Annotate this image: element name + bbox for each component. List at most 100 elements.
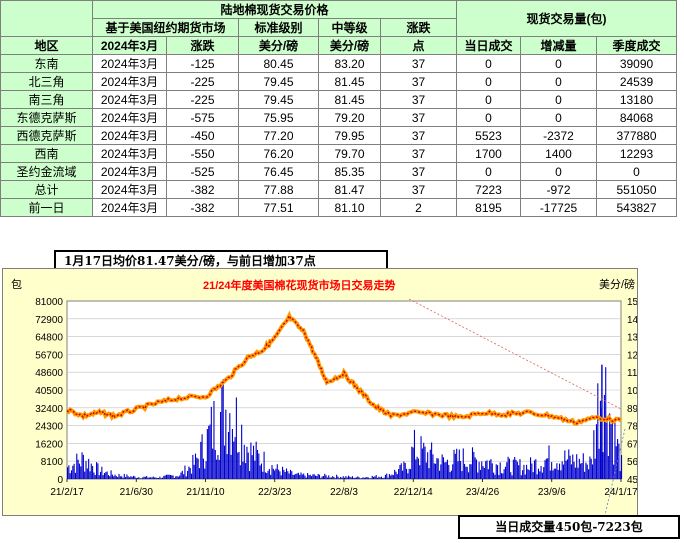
- volume-bar: [131, 476, 133, 479]
- volume-bar: [543, 467, 545, 479]
- volume-bar: [218, 459, 220, 479]
- volume-bar: [441, 454, 443, 479]
- cell-region: 西德克萨斯: [0, 126, 93, 145]
- volume-bar: [532, 472, 534, 479]
- volume-bar: [551, 462, 553, 479]
- volume-bar: [68, 465, 70, 479]
- volume-bar: [235, 397, 237, 479]
- cell-today: 1700: [456, 144, 521, 163]
- volume-bar: [506, 462, 508, 479]
- volume-bar: [161, 477, 164, 479]
- volume-bar: [354, 477, 356, 479]
- volume-bar: [146, 476, 148, 479]
- volume-bar: [76, 453, 78, 479]
- volume-bar: [313, 474, 315, 479]
- volume-bar: [223, 445, 226, 479]
- volume-bar: [584, 471, 586, 479]
- header-region: 地区: [0, 36, 93, 55]
- volume-bar: [346, 477, 348, 479]
- volume-bar: [332, 476, 334, 479]
- volume-bar: [429, 449, 431, 479]
- right-tick-label: 56: [627, 457, 637, 468]
- volume-bar: [196, 457, 198, 479]
- volume-bar: [499, 462, 501, 479]
- cell-region: 东德克萨斯: [0, 108, 93, 127]
- x-tick-label: 21/6/30: [120, 487, 154, 498]
- volume-bar: [301, 474, 303, 479]
- volume-bar: [217, 455, 219, 479]
- volume-bar: [420, 436, 422, 479]
- volume-bar: [547, 458, 549, 479]
- volume-bar: [407, 473, 409, 479]
- volume-bar: [77, 459, 79, 479]
- volume-bar: [140, 478, 142, 479]
- volume-bar: [114, 474, 116, 479]
- volume-bar: [99, 471, 102, 479]
- cell-today: 8195: [456, 198, 521, 217]
- volume-bar: [425, 462, 427, 479]
- volume-bar: [148, 477, 150, 479]
- volume-bar: [489, 460, 491, 479]
- volume-bar: [278, 469, 280, 479]
- volume-bar: [212, 448, 214, 479]
- cell-delta: -972: [520, 180, 597, 199]
- volume-bar: [123, 473, 125, 479]
- volume-bar: [221, 382, 223, 479]
- volume-bar: [262, 471, 264, 479]
- cell-change: -382: [166, 180, 239, 199]
- volume-bar: [453, 449, 455, 479]
- volume-bar: [433, 463, 435, 479]
- volume-bar: [390, 475, 392, 479]
- volume-bar: [431, 442, 433, 479]
- cell-change: -382: [166, 198, 239, 217]
- cell-season: 12293: [596, 144, 677, 163]
- volume-bar: [134, 476, 136, 479]
- volume-bar: [366, 476, 368, 479]
- cell-season: 551050: [596, 180, 677, 199]
- table-row: 东南 2024年3月 -125 80.45 83.20 37 0 0 39090: [0, 54, 677, 73]
- volume-bar: [175, 476, 177, 479]
- volume-bar: [299, 474, 301, 479]
- volume-bar: [117, 477, 119, 479]
- volume-bar: [504, 466, 507, 479]
- cell-region: 圣约金流域: [0, 162, 93, 181]
- volume-bar: [465, 466, 467, 479]
- volume-bar: [467, 472, 470, 479]
- right-tick-label: 122: [627, 350, 637, 361]
- volume-bar: [428, 468, 430, 479]
- volume-bar: [399, 464, 401, 479]
- volume-bar: [519, 459, 521, 479]
- volume-bar: [185, 476, 187, 479]
- volume-bar: [373, 476, 375, 479]
- volume-bar: [272, 468, 274, 479]
- volume-bar: [274, 470, 276, 479]
- volume-bar: [128, 477, 131, 479]
- volume-bar: [74, 472, 77, 479]
- volume-bar: [187, 470, 189, 479]
- x-tick-label: 22/12/14: [394, 487, 433, 498]
- volume-bar: [309, 474, 311, 479]
- volume-bar: [279, 471, 281, 479]
- volume-bar: [98, 475, 100, 479]
- volume-bar: [135, 478, 137, 479]
- volume-bar: [171, 475, 173, 479]
- cell-delta: 0: [520, 54, 597, 73]
- right-tick-label: 45: [627, 475, 637, 486]
- right-tick-label: 100: [627, 386, 637, 397]
- volume-bar: [336, 474, 338, 479]
- volume-bar: [500, 473, 503, 479]
- volume-bar: [258, 453, 260, 479]
- x-tick-label: 21/2/17: [50, 487, 84, 498]
- cell-month: 2024年3月: [92, 90, 167, 109]
- volume-bar: [138, 477, 140, 479]
- volume-bar: [321, 476, 323, 479]
- cell-month: 2024年3月: [92, 198, 167, 217]
- volume-bar: [234, 437, 236, 479]
- volume-bar: [466, 466, 468, 479]
- volume-bar: [403, 461, 405, 479]
- header-mid-unit: 美分/磅: [318, 36, 381, 55]
- table-row: 南三角 2024年3月 -225 79.45 81.45 37 0 0 13180: [0, 90, 677, 109]
- volume-bar: [421, 448, 423, 479]
- volume-bar: [184, 465, 186, 479]
- cell-delta: -2372: [520, 126, 597, 145]
